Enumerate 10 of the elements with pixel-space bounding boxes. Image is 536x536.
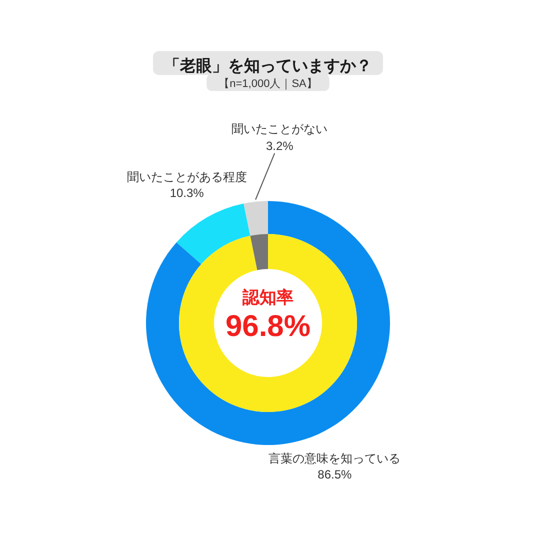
data-label: 96.8% — [225, 310, 311, 343]
data-label: 3.2% — [266, 139, 294, 154]
data-label: 10.3% — [170, 186, 204, 200]
data-label: 86.5% — [318, 468, 352, 482]
slice-label: 聞いたことがある程度 — [126, 170, 247, 184]
chart-title: 「老眼」を知っていますか？ — [164, 57, 372, 75]
chart-subtitle: 【n=1,000人｜SA】 — [218, 77, 318, 90]
slice-label: 言葉の意味を知っている — [268, 452, 401, 466]
slice-label: 認知率 — [242, 288, 294, 307]
slice-label: 聞いたことがない — [232, 122, 328, 136]
